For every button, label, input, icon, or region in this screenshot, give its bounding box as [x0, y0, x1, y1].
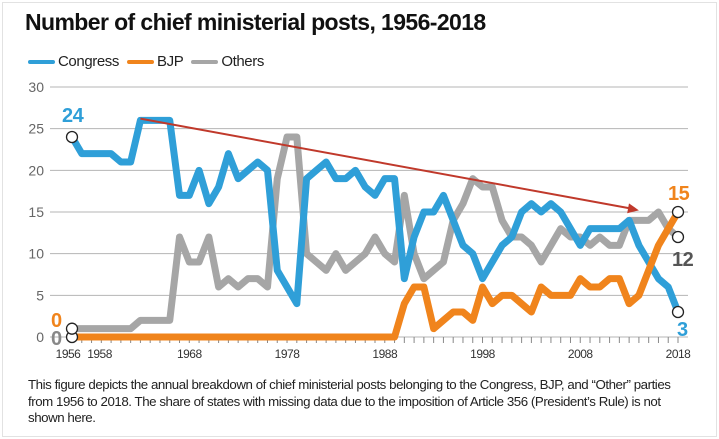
end-marker — [671, 305, 685, 319]
x-tick-label: 1988 — [372, 347, 398, 361]
legend-item-others: Others — [191, 53, 264, 70]
trend-arrowhead — [627, 203, 639, 214]
legend-item-congress: Congress — [28, 53, 119, 70]
legend-label: BJP — [157, 53, 184, 70]
chart-title: Number of chief ministerial posts, 1956-… — [25, 9, 486, 35]
x-tick-label: 1956 — [56, 347, 82, 361]
legend-swatch-others — [191, 59, 219, 64]
trend-arrow-line — [140, 117, 634, 210]
end-marker — [671, 205, 685, 219]
y-tick-label: 5 — [36, 287, 44, 303]
y-tick-label: 25 — [28, 121, 44, 137]
legend: Congress BJP Others — [28, 53, 272, 70]
bjp-end-label: 15 — [668, 183, 690, 205]
legend-label: Others — [221, 53, 264, 70]
legend-item-bjp: BJP — [127, 53, 184, 70]
others-start-label: 0 — [51, 328, 62, 350]
y-tick-label: 30 — [28, 79, 44, 95]
legend-swatch-congress — [28, 59, 55, 64]
congress-start-label: 24 — [62, 105, 85, 127]
end-marker — [671, 230, 685, 244]
y-tick-label: 0 — [36, 329, 44, 345]
x-tick-label: 2018 — [666, 347, 692, 361]
legend-swatch-bjp — [127, 59, 154, 64]
caption: This figure depicts the annual breakdown… — [28, 377, 671, 425]
bjp-start-label: 0 — [51, 310, 62, 332]
y-tick-label: 20 — [28, 162, 44, 178]
series-line-congress — [68, 116, 682, 314]
x-tick-label: 1958 — [87, 347, 113, 361]
congress-end-label: 3 — [677, 319, 688, 341]
start-marker — [65, 322, 79, 335]
x-tick-label: 1998 — [470, 347, 496, 361]
x-tick-label: 1968 — [177, 347, 203, 361]
y-tick-label: 10 — [28, 246, 44, 262]
x-tick-label: 1978 — [275, 347, 301, 361]
legend-label: Congress — [58, 53, 119, 70]
series-line-bjp — [72, 210, 682, 341]
start-marker — [65, 130, 79, 144]
y-tick-label: 15 — [28, 204, 44, 220]
x-tick-label: 2008 — [568, 347, 594, 361]
others-end-label: 12 — [672, 249, 694, 271]
